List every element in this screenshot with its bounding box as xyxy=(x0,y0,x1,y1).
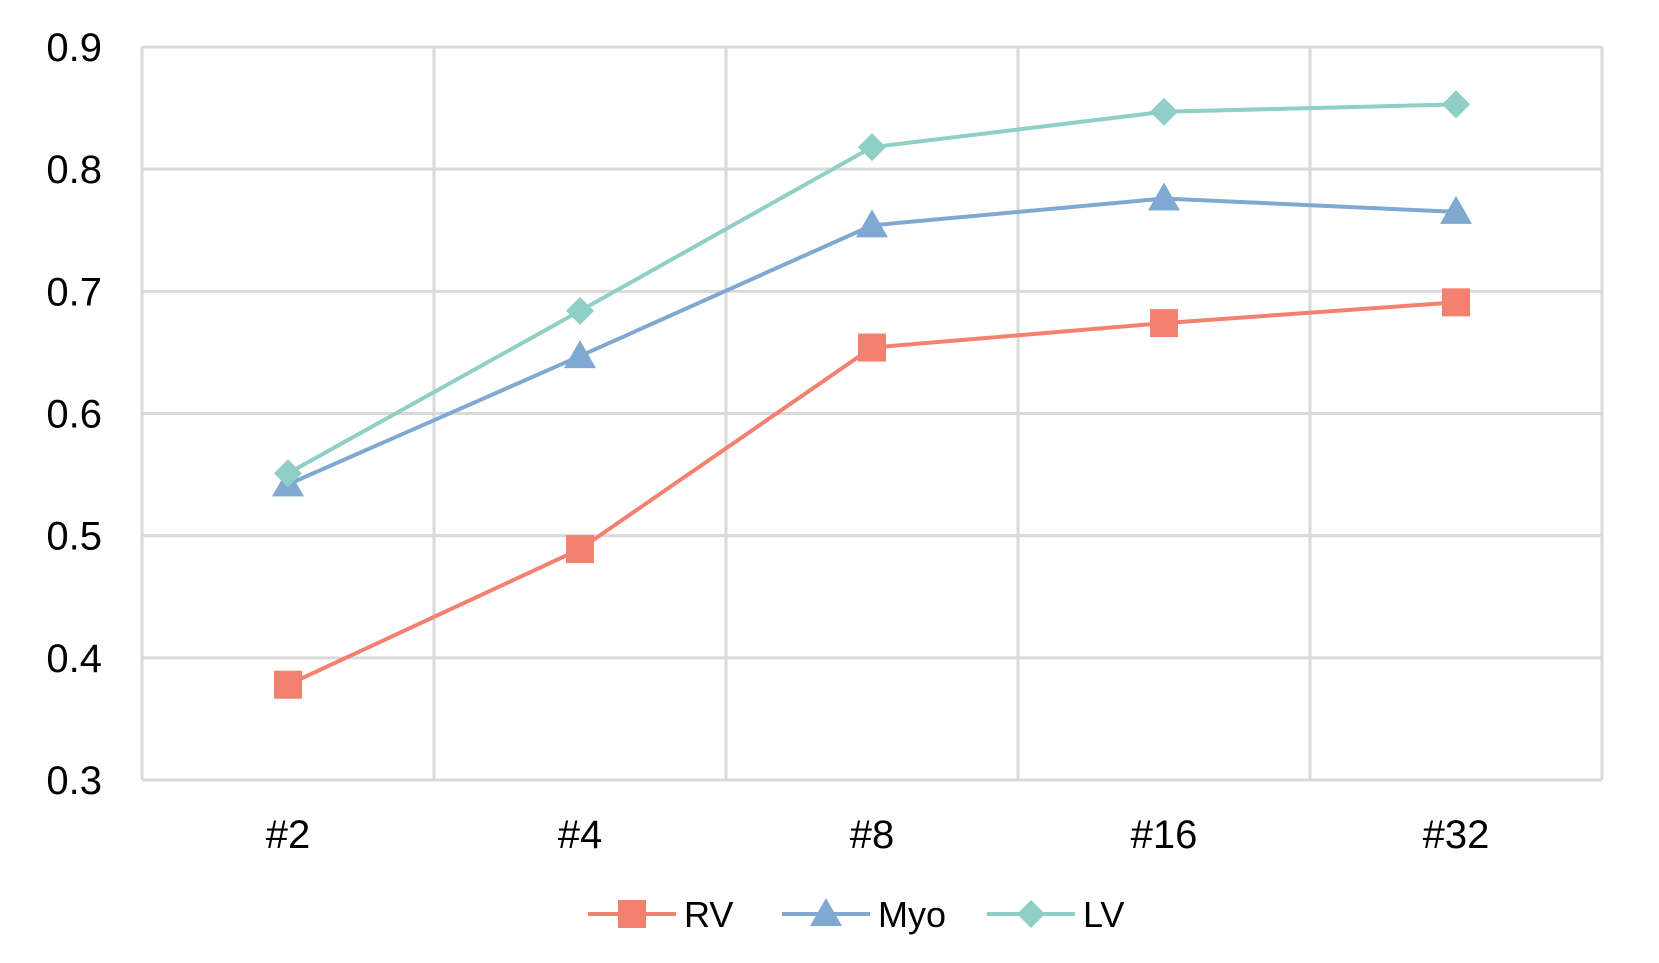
data-point-rv xyxy=(566,535,594,564)
series-group xyxy=(272,90,1472,699)
x-tick-label: #8 xyxy=(850,813,895,857)
legend-label: Myo xyxy=(878,894,946,935)
series-lv xyxy=(274,90,1470,488)
legend-marker-square xyxy=(618,900,646,928)
legend-label: LV xyxy=(1083,894,1124,935)
data-point-rv xyxy=(858,333,886,362)
x-tick-label: #16 xyxy=(1131,813,1198,857)
series-myo xyxy=(272,182,1472,497)
data-point-myo xyxy=(1148,182,1180,211)
y-tick-label: 0.8 xyxy=(46,148,102,192)
y-axis-tick-labels: 0.3 0.4 0.5 0.6 0.7 0.8 0.9 xyxy=(46,26,102,803)
data-point-myo xyxy=(1440,195,1472,224)
data-point-rv xyxy=(1442,288,1470,317)
y-tick-label: 0.7 xyxy=(46,270,102,314)
y-tick-label: 0.4 xyxy=(46,637,102,681)
legend-item-rv: RV xyxy=(588,894,733,935)
data-point-lv xyxy=(566,296,594,325)
grid-lines xyxy=(140,45,1604,782)
legend-item-lv: LV xyxy=(987,894,1124,935)
data-point-lv xyxy=(858,133,886,162)
legend: RV Myo LV xyxy=(588,894,1124,935)
data-point-myo xyxy=(564,340,596,369)
x-tick-label: #4 xyxy=(558,813,603,857)
data-point-lv xyxy=(1442,90,1470,119)
data-point-lv xyxy=(1150,97,1178,126)
series-rv xyxy=(274,288,1470,699)
x-tick-label: #32 xyxy=(1423,813,1490,857)
x-tick-label: #2 xyxy=(266,813,311,857)
data-point-rv xyxy=(1150,309,1178,338)
legend-label: RV xyxy=(684,894,733,935)
x-axis-tick-labels: #2 #4 #8 #16 #32 xyxy=(266,813,1490,857)
data-point-rv xyxy=(274,670,302,699)
y-tick-label: 0.9 xyxy=(46,26,102,70)
data-point-myo xyxy=(856,209,888,238)
y-tick-label: 0.3 xyxy=(46,759,102,803)
y-tick-label: 0.6 xyxy=(46,393,102,437)
legend-marker-triangle xyxy=(810,898,842,926)
legend-marker-diamond xyxy=(1017,900,1045,928)
y-tick-label: 0.5 xyxy=(46,515,102,559)
legend-item-myo: Myo xyxy=(782,894,946,935)
data-point-lv xyxy=(274,459,302,488)
